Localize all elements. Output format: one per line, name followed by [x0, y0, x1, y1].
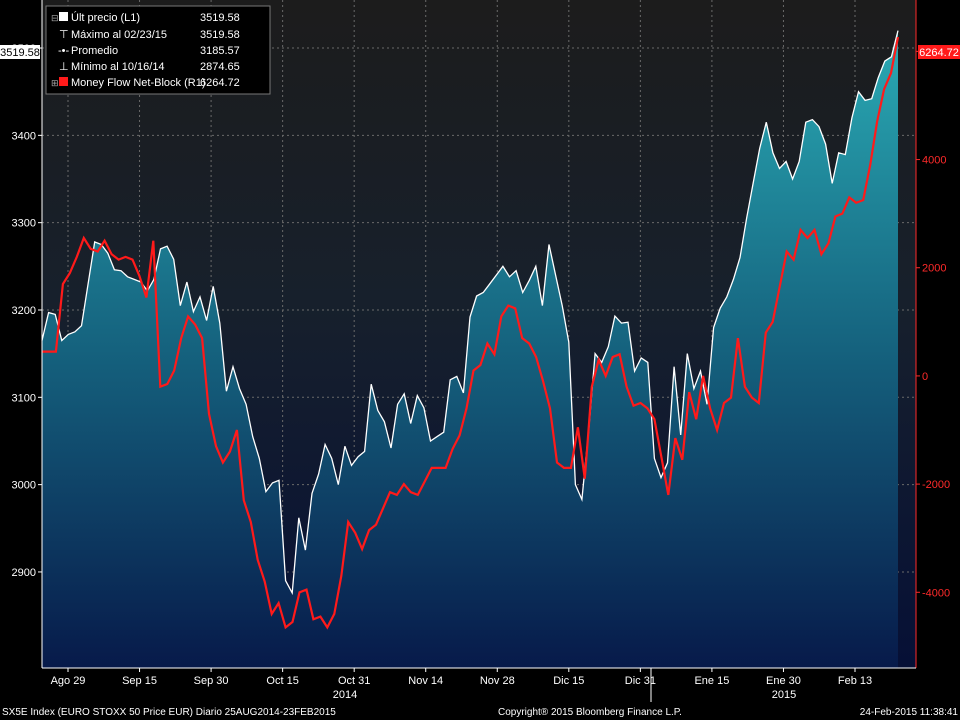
- footer-copyright: Copyright® 2015 Bloomberg Finance L.P.: [498, 707, 682, 718]
- last-flow-tag: 6264.72: [918, 45, 960, 59]
- legend: ⊟ Últ precio (L1) 3519.58 ⊤ Máximo al 02…: [45, 5, 271, 95]
- legend-item-min: ⊥ Mínimo al 10/16/14 2874.65: [59, 61, 240, 73]
- x-year-label: 2014: [333, 689, 357, 701]
- footer: SX5E Index (EURO STOXX 50 Price EUR) Dia…: [2, 707, 958, 718]
- legend-background: [45, 5, 271, 95]
- min-marker-icon: ⊥: [59, 61, 69, 73]
- x-tick-label: Dic 31: [625, 675, 656, 687]
- x-tick-label: Ene 15: [694, 675, 729, 687]
- x-tick-label: Sep 15: [122, 675, 157, 687]
- legend-item-last-price: ⊟ Últ precio (L1) 3519.58: [51, 11, 240, 24]
- legend-label: Mínimo al 10/16/14: [71, 61, 165, 73]
- legend-label: Promedio: [71, 45, 118, 57]
- legend-label: Money Flow Net-Block (R1): [71, 77, 205, 89]
- right-tick-label: 4000: [922, 155, 946, 167]
- right-tick-label: 0: [922, 371, 928, 383]
- x-tick-label: Ago 29: [51, 675, 86, 687]
- x-tick-label: Oct 15: [266, 675, 298, 687]
- legend-value: 3185.57: [200, 45, 240, 57]
- last-flow-tag-text: 6264.72: [919, 47, 959, 59]
- footer-security: SX5E Index (EURO STOXX 50 Price EUR) Dia…: [2, 707, 336, 718]
- collapse-icon: ⊟: [51, 13, 59, 23]
- legend-value: 3519.58: [200, 12, 240, 24]
- expand-icon: ⊞: [51, 78, 59, 88]
- legend-value: 3519.58: [200, 29, 240, 41]
- x-tick-label: Nov 28: [480, 675, 515, 687]
- red-square-icon: [59, 77, 68, 86]
- legend-value: 6264.72: [200, 77, 240, 89]
- white-square-icon: [59, 12, 68, 21]
- last-price-tag: 3519.58: [0, 45, 40, 59]
- x-axis-ticks: Ago 29 Sep 15 Sep 30 Oct 15 Oct 31 Nov 14 Nov …: [51, 668, 872, 702]
- left-tick-label: 3000: [12, 480, 36, 492]
- price-area: [42, 30, 898, 669]
- footer-timestamp: 24-Feb-2015 11:38:41: [860, 707, 959, 718]
- last-price-tag-text: 3519.58: [0, 47, 40, 59]
- x-tick-label: Oct 31: [338, 675, 370, 687]
- right-tick-label: -4000: [922, 587, 950, 599]
- legend-label: Máximo al 02/23/15: [71, 29, 167, 41]
- max-marker-icon: ⊤: [59, 29, 69, 41]
- x-year-label: 2015: [772, 689, 796, 701]
- legend-item-max: ⊤ Máximo al 02/23/15 3519.58: [59, 29, 240, 41]
- x-tick-label: Nov 14: [408, 675, 443, 687]
- left-tick-label: 3400: [12, 130, 36, 142]
- legend-label: Últ precio (L1): [71, 11, 140, 24]
- x-tick-label: Ene 30: [766, 675, 801, 687]
- x-tick-label: Dic 15: [553, 675, 584, 687]
- money-flow-line: [42, 36, 900, 630]
- left-axis-ticks: 2900300031003200330034003500: [12, 43, 42, 579]
- right-axis-ticks: -4000-20000200040006000: [916, 46, 950, 599]
- left-tick-label: 2900: [12, 567, 36, 579]
- price-line: [41, 30, 899, 596]
- left-tick-label: 3100: [12, 392, 36, 404]
- x-tick-label: Feb 13: [838, 675, 872, 687]
- left-tick-label: 3200: [12, 305, 36, 317]
- legend-item-money-flow: ⊞ Money Flow Net-Block (R1) 6264.72: [51, 77, 240, 89]
- average-marker-icon: -•-: [58, 45, 70, 57]
- x-tick-label: Sep 30: [194, 675, 229, 687]
- left-tick-label: 3300: [12, 218, 36, 230]
- legend-value: 2874.65: [200, 61, 240, 73]
- right-tick-label: -2000: [922, 479, 950, 491]
- legend-item-average: -•- Promedio 3185.57: [58, 45, 240, 57]
- right-tick-label: 2000: [922, 263, 946, 275]
